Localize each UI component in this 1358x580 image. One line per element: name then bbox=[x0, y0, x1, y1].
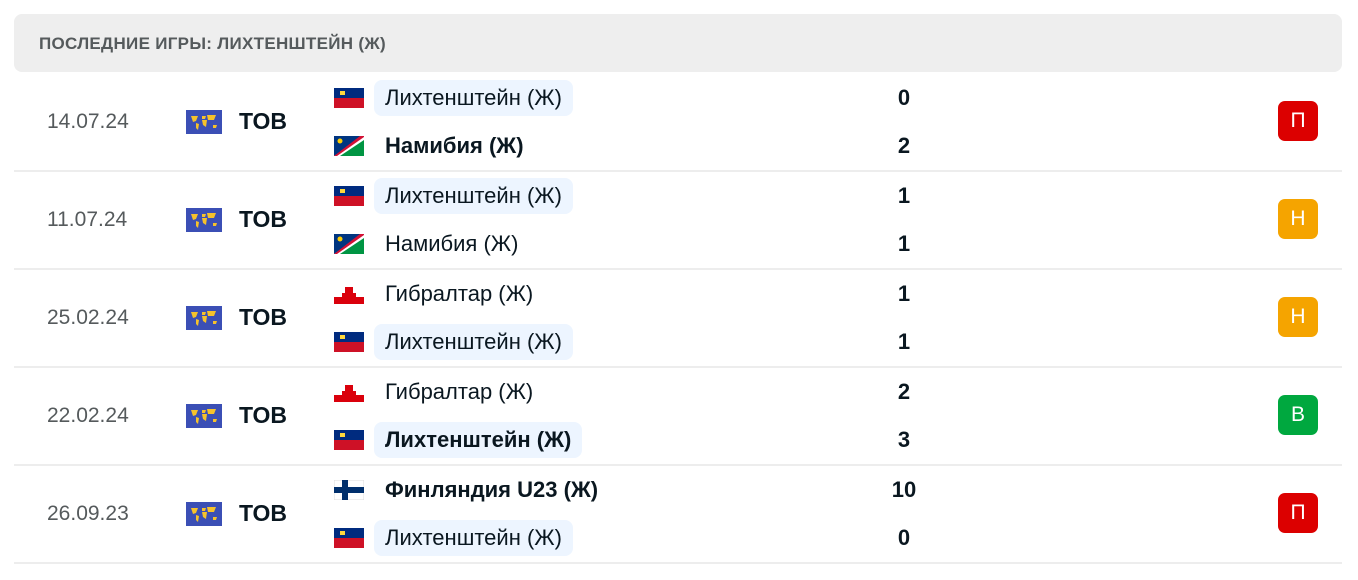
team-name[interactable]: Лихтенштейн (Ж) bbox=[374, 178, 573, 214]
namibia-flag-icon bbox=[334, 234, 364, 254]
team-score: 0 bbox=[897, 85, 911, 110]
match-date: 26.09.23 bbox=[47, 502, 129, 525]
competition-name: ТОВ bbox=[239, 206, 287, 232]
team-score: 1 bbox=[897, 329, 911, 354]
team-score: 0 bbox=[897, 525, 911, 550]
team-row-home: Финляндия U23 (Ж) 10 bbox=[334, 472, 1334, 508]
world-map-icon bbox=[186, 502, 222, 526]
team-name[interactable]: Гибралтар (Ж) bbox=[385, 379, 534, 404]
team-name[interactable]: Намибия (Ж) bbox=[385, 133, 524, 158]
liechtenstein-flag-icon bbox=[334, 332, 364, 352]
match-row[interactable]: 22.02.24 ТОВ Гибралтар (Ж) 2 Лихтенштейн… bbox=[14, 366, 1342, 466]
competition-name: ТОВ bbox=[239, 304, 287, 330]
team-score: 1 bbox=[897, 231, 911, 256]
team-score: 10 bbox=[891, 477, 917, 502]
team-row-away: Лихтенштейн (Ж) 3 bbox=[334, 422, 1334, 458]
result-badge: П bbox=[1278, 101, 1318, 141]
team-row-away: Намибия (Ж) 2 bbox=[334, 128, 1334, 164]
world-map-icon bbox=[186, 404, 222, 428]
competition-name: ТОВ bbox=[239, 108, 287, 134]
team-name[interactable]: Лихтенштейн (Ж) bbox=[374, 422, 583, 458]
team-row-home: Лихтенштейн (Ж) 1 bbox=[334, 178, 1334, 214]
liechtenstein-flag-icon bbox=[334, 186, 364, 206]
match-row[interactable]: 25.02.24 ТОВ Гибралтар (Ж) 1 Лихтенштейн… bbox=[14, 268, 1342, 368]
team-score: 2 bbox=[897, 379, 911, 404]
match-date: 25.02.24 bbox=[47, 306, 129, 329]
liechtenstein-flag-icon bbox=[334, 88, 364, 108]
team-row-home: Гибралтар (Ж) 1 bbox=[334, 276, 1334, 312]
liechtenstein-flag-icon bbox=[334, 430, 364, 450]
match-date: 14.07.24 bbox=[47, 110, 129, 133]
match-row[interactable]: 26.09.23 ТОВ Финляндия U23 (Ж) 10 Лихтен… bbox=[14, 464, 1342, 564]
team-row-away: Лихтенштейн (Ж) 0 bbox=[334, 520, 1334, 556]
section-header: ПОСЛЕДНИЕ ИГРЫ: ЛИХТЕНШТЕЙН (Ж) bbox=[14, 14, 1342, 72]
result-badge: П bbox=[1278, 493, 1318, 533]
world-map-icon bbox=[186, 110, 222, 134]
team-score: 1 bbox=[897, 281, 911, 306]
team-name[interactable]: Лихтенштейн (Ж) bbox=[374, 80, 573, 116]
team-name[interactable]: Намибия (Ж) bbox=[385, 231, 519, 256]
match-date: 22.02.24 bbox=[47, 404, 129, 427]
world-map-icon bbox=[186, 306, 222, 330]
result-badge: В bbox=[1278, 395, 1318, 435]
namibia-flag-icon bbox=[334, 136, 364, 156]
match-date: 11.07.24 bbox=[47, 208, 128, 231]
team-row-home: Лихтенштейн (Ж) 0 bbox=[334, 80, 1334, 116]
team-row-away: Лихтенштейн (Ж) 1 bbox=[334, 324, 1334, 360]
team-score: 3 bbox=[897, 427, 911, 452]
team-score: 1 bbox=[897, 183, 911, 208]
gibraltar-flag-icon bbox=[334, 382, 364, 402]
team-name[interactable]: Финляндия U23 (Ж) bbox=[385, 477, 599, 502]
gibraltar-flag-icon bbox=[334, 284, 364, 304]
liechtenstein-flag-icon bbox=[334, 528, 364, 548]
match-row[interactable]: 14.07.24 ТОВ Лихтенштейн (Ж) 0 Намибия (… bbox=[14, 72, 1342, 172]
competition-name: ТОВ bbox=[239, 402, 287, 428]
team-name[interactable]: Лихтенштейн (Ж) bbox=[374, 520, 573, 556]
section-title: ПОСЛЕДНИЕ ИГРЫ: ЛИХТЕНШТЕЙН (Ж) bbox=[39, 34, 386, 53]
team-name[interactable]: Лихтенштейн (Ж) bbox=[374, 324, 573, 360]
team-row-away: Намибия (Ж) 1 bbox=[334, 226, 1334, 262]
result-badge: Н bbox=[1278, 297, 1318, 337]
team-score: 2 bbox=[897, 133, 911, 158]
result-badge: Н bbox=[1278, 199, 1318, 239]
finland-flag-icon bbox=[334, 480, 364, 500]
world-map-icon bbox=[186, 208, 222, 232]
competition-name: ТОВ bbox=[239, 500, 287, 526]
team-row-home: Гибралтар (Ж) 2 bbox=[334, 374, 1334, 410]
team-name[interactable]: Гибралтар (Ж) bbox=[385, 281, 534, 306]
match-row[interactable]: 11.07.24 ТОВ Лихтенштейн (Ж) 1 Намибия (… bbox=[14, 170, 1342, 270]
